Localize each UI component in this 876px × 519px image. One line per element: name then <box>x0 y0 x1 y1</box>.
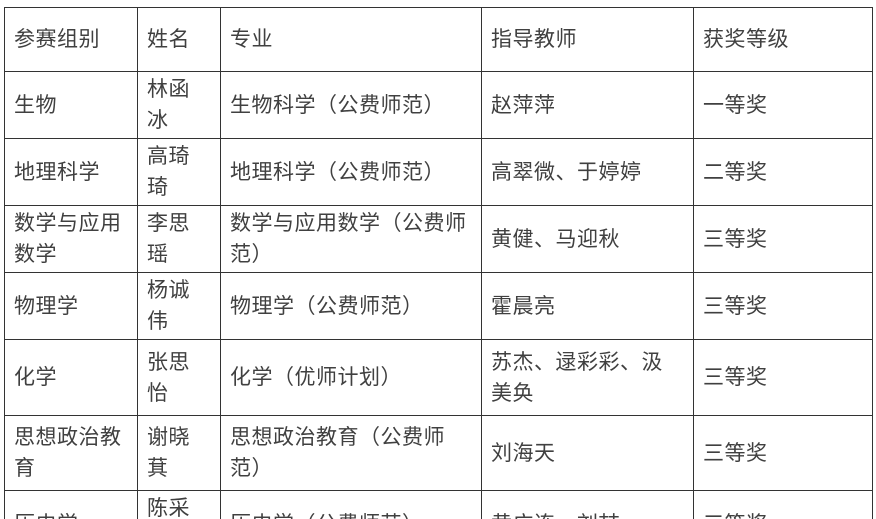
group-cell: 思想政治教育 <box>4 415 138 491</box>
table-row: 地理科学 高琦琦 地理科学（公费师范） 高翠微、于婷婷 二等奖 <box>4 138 873 206</box>
award-cell: 三等奖 <box>693 490 873 519</box>
table-row: 物理学 杨诚伟 物理学（公费师范） 霍晨亮 三等奖 <box>4 272 873 340</box>
award-cell: 三等奖 <box>693 205 873 273</box>
table-row: 生物 林函冰 生物科学（公费师范） 赵萍萍 一等奖 <box>4 71 873 139</box>
advisor-cell: 高翠微、于婷婷 <box>481 138 694 206</box>
group-cell: 物理学 <box>4 272 138 340</box>
name-cell: 李思瑶 <box>137 205 221 273</box>
name-cell: 谢晓萁 <box>137 415 221 491</box>
column-header-group: 参赛组别 <box>4 7 138 72</box>
advisor-cell: 黄健、马迎秋 <box>481 205 694 273</box>
name-cell: 张思怡 <box>137 339 221 416</box>
column-header-name: 姓名 <box>137 7 221 72</box>
major-cell: 数学与应用数学（公费师范） <box>220 205 482 273</box>
advisor-cell: 黄广连、刘喆 <box>481 490 694 519</box>
award-cell: 一等奖 <box>693 71 873 139</box>
header-row: 参赛组别 姓名 专业 指导教师 获奖等级 <box>4 7 873 72</box>
group-cell: 历史学 <box>4 490 138 519</box>
name-cell: 林函冰 <box>137 71 221 139</box>
column-header-advisor: 指导教师 <box>481 7 694 72</box>
table-row: 数学与应用数学 李思瑶 数学与应用数学（公费师范） 黄健、马迎秋 三等奖 <box>4 205 873 273</box>
major-cell: 地理科学（公费师范） <box>220 138 482 206</box>
table-row: 思想政治教育 谢晓萁 思想政治教育（公费师范） 刘海天 三等奖 <box>4 415 873 491</box>
group-cell: 数学与应用数学 <box>4 205 138 273</box>
table-row: 历史学陈采薇历史学（公费师范）黄广连、刘喆三等奖 <box>4 490 873 519</box>
awards-table: 参赛组别 姓名 专业 指导教师 获奖等级 生物 林函冰 生物科学（公费师范） 赵萍萍 一等奖 地理… <box>4 7 873 519</box>
major-cell: 化学（优师计划） <box>220 339 482 416</box>
award-cell: 二等奖 <box>693 138 873 206</box>
table-body: 生物 林函冰 生物科学（公费师范） 赵萍萍 一等奖 地理科学 高琦琦 地理科学（公费师范） 高翠… <box>4 71 873 519</box>
name-cell: 陈采薇 <box>137 490 221 519</box>
group-cell: 生物 <box>4 71 138 139</box>
advisor-cell: 霍晨亮 <box>481 272 694 340</box>
group-cell: 化学 <box>4 339 138 416</box>
award-cell: 三等奖 <box>693 339 873 416</box>
award-cell: 三等奖 <box>693 415 873 491</box>
column-header-major: 专业 <box>220 7 482 72</box>
advisor-cell: 刘海天 <box>481 415 694 491</box>
major-cell: 物理学（公费师范） <box>220 272 482 340</box>
name-cell: 高琦琦 <box>137 138 221 206</box>
major-cell: 生物科学（公费师范） <box>220 71 482 139</box>
table-row: 化学 张思怡 化学（优师计划） 苏杰、逯彩彩、汲美奂 三等奖 <box>4 339 873 416</box>
award-cell: 三等奖 <box>693 272 873 340</box>
major-cell: 历史学（公费师范） <box>220 490 482 519</box>
column-header-award: 获奖等级 <box>693 7 873 72</box>
name-cell: 杨诚伟 <box>137 272 221 340</box>
major-cell: 思想政治教育（公费师范） <box>220 415 482 491</box>
advisor-cell: 赵萍萍 <box>481 71 694 139</box>
advisor-cell: 苏杰、逯彩彩、汲美奂 <box>481 339 694 416</box>
group-cell: 地理科学 <box>4 138 138 206</box>
